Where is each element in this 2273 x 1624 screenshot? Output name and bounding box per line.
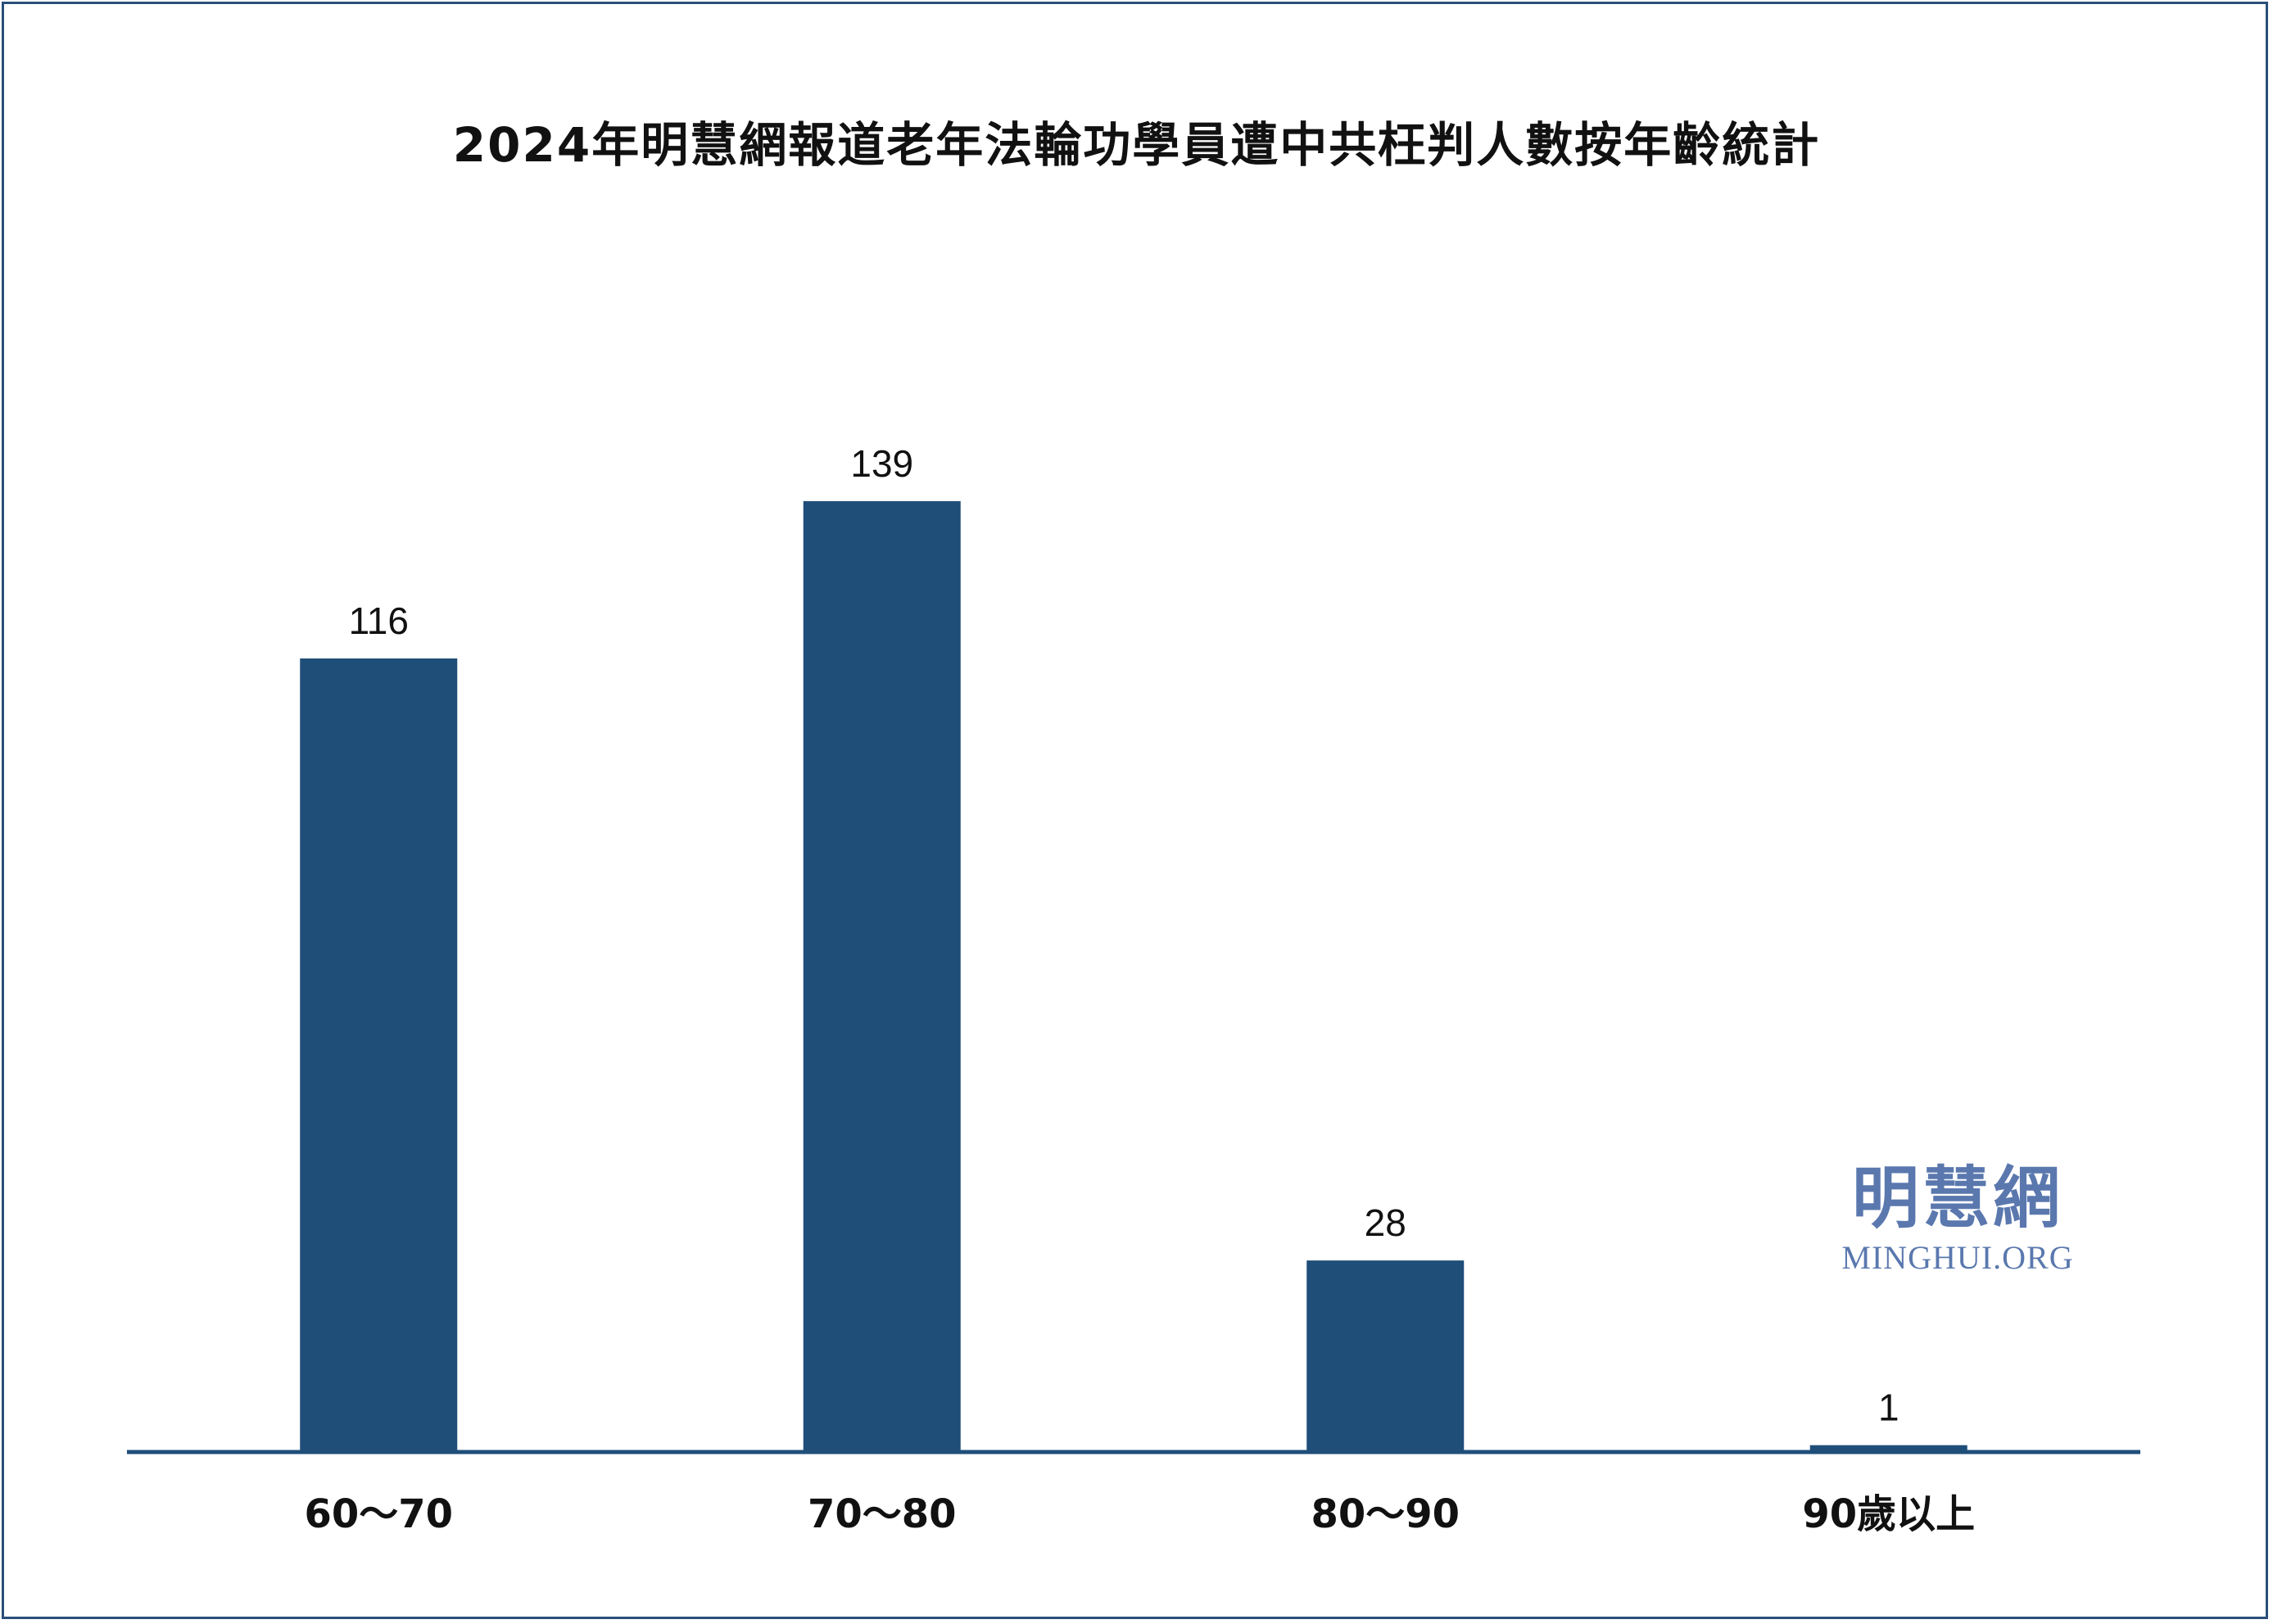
bar-1 [300,658,458,1452]
watermark-english-text: MINGHUI.ORG [1841,1239,2074,1277]
value-label-4: 1 [1878,1387,1899,1429]
value-label-3: 28 [1365,1201,1406,1244]
x-tick-label-3: 80～90 [1311,1491,1460,1537]
minghui-watermark-logo: 明慧網 MINGHUI.ORG [1802,1163,2113,1277]
x-tick-label-4: 90歲以上 [1802,1491,1975,1537]
bars-group [300,500,1967,1452]
value-labels-group: 116 139 28 1 [349,442,1899,1429]
chart-title: 2024年明慧網報道老年法輪功學員遭中共枉判人數按年齡統計 [452,117,1821,173]
value-label-1: 116 [349,599,409,642]
bar-2 [803,500,961,1452]
watermark-chinese-text: 明慧網 [1851,1159,2063,1237]
x-tick-label-2: 70～80 [808,1491,957,1537]
x-tick-label-1: 60～70 [304,1491,453,1537]
bar-3 [1306,1260,1465,1452]
x-tick-labels-group: 60～70 70～80 80～90 90歲以上 [304,1491,1975,1537]
value-label-2: 139 [850,442,913,485]
bar-4 [1809,1445,1967,1452]
